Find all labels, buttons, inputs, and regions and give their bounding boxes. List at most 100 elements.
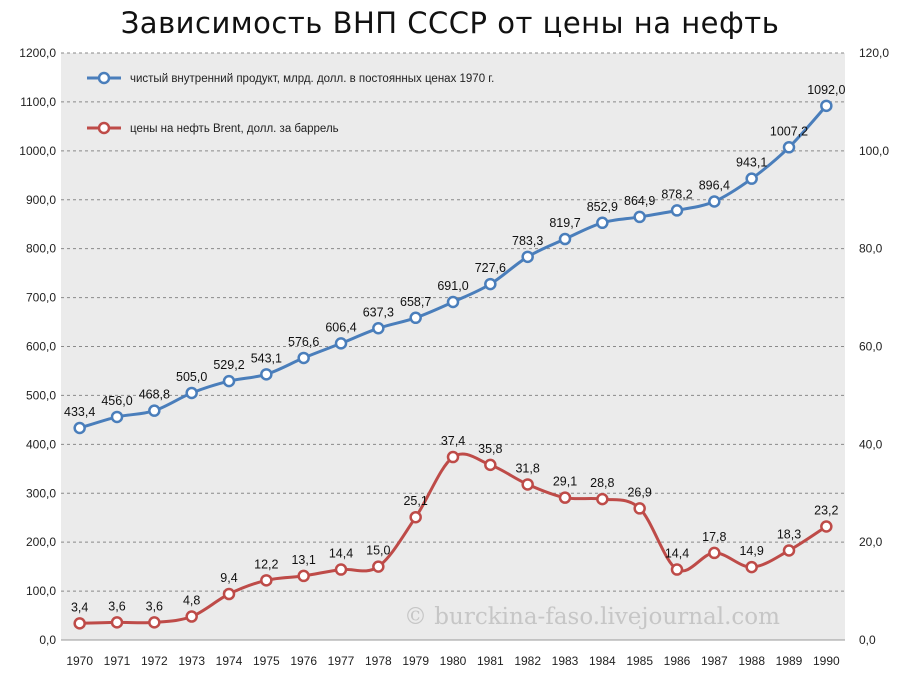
y-left-tick-label: 900,0: [26, 193, 56, 207]
gdp-data-label: 943,1: [736, 156, 767, 170]
x-tick-label: 1990: [813, 654, 840, 668]
legend-label: цены на нефть Brent, долл. за баррель: [130, 123, 339, 135]
oil-data-label: 25,1: [403, 494, 427, 508]
x-tick-label: 1973: [178, 654, 205, 668]
x-tick-label: 1976: [290, 654, 317, 668]
gdp-data-label: 637,3: [363, 305, 394, 319]
oil-data-label: 3,4: [71, 600, 88, 614]
oil-point: [484, 458, 497, 472]
y-left-tick-label: 600,0: [26, 340, 56, 354]
gdp-data-label: 529,2: [213, 358, 244, 372]
gdp-point: [73, 421, 86, 435]
oil-data-label: 3,6: [108, 599, 125, 613]
y-left-tick-label: 1200,0: [19, 46, 56, 60]
y-left-tick-label: 0,0: [39, 633, 56, 647]
oil-data-label: 12,2: [254, 557, 278, 571]
gdp-data-label: 658,7: [400, 295, 431, 309]
oil-data-label: 14,4: [329, 547, 353, 561]
y-right-tick-label: 40,0: [859, 437, 883, 451]
x-tick-label: 1972: [141, 654, 168, 668]
oil-point: [596, 492, 609, 506]
x-tick-label: 1979: [402, 654, 429, 668]
gdp-point: [670, 204, 684, 217]
oil-point: [782, 544, 796, 557]
y-left-tick-label: 400,0: [26, 437, 56, 451]
gdp-data-label: 1007,2: [770, 124, 808, 138]
oil-point: [372, 560, 385, 573]
oil-point: [633, 502, 646, 515]
gdp-data-label: 505,0: [176, 370, 207, 384]
legend-label: чистый внутренний продукт, млрд. долл. в…: [130, 73, 494, 85]
oil-point: [260, 574, 273, 587]
oil-data-label: 23,2: [814, 504, 838, 518]
oil-point: [73, 617, 86, 630]
y-left-tick-label: 300,0: [26, 486, 56, 500]
x-tick-label: 1982: [514, 654, 541, 668]
x-tick-label: 1981: [477, 654, 504, 668]
oil-point: [708, 546, 721, 560]
gdp-data-label: 783,3: [512, 234, 543, 248]
oil-point: [222, 587, 236, 601]
gdp-data-label: 864,9: [624, 194, 655, 208]
oil-data-label: 9,4: [220, 571, 237, 585]
x-tick-label: 1975: [253, 654, 280, 668]
y-left-tick-label: 1000,0: [19, 144, 56, 158]
oil-data-label: 18,3: [777, 527, 801, 541]
gdp-point: [297, 351, 310, 365]
y-right-tick-label: 120,0: [859, 46, 889, 60]
oil-point: [409, 510, 422, 524]
gdp-data-label: 543,1: [251, 351, 282, 365]
gdp-data-label: 896,4: [699, 179, 730, 193]
gdp-point: [222, 374, 236, 388]
oil-point: [185, 610, 198, 623]
gdp-point: [521, 250, 534, 264]
oil-point: [558, 491, 572, 504]
oil-data-label: 3,6: [146, 599, 163, 613]
legend: чистый внутренний продукт, млрд. долл. в…: [87, 71, 494, 135]
x-tick-label: 1980: [440, 654, 467, 668]
gdp-point: [185, 386, 198, 400]
left-axis-ticks: 0,0 100,0 200,0 300,0 400,0 500,0 600,0 700,0 80…: [19, 46, 56, 647]
x-tick-label: 1977: [328, 654, 355, 668]
oil-point: [446, 450, 460, 464]
oil-data-label: 35,8: [478, 442, 502, 456]
oil-data-label: 15,0: [366, 544, 390, 558]
gdp-point: [745, 172, 758, 185]
gdp-point: [446, 295, 460, 309]
y-left-tick-label: 1100,0: [20, 95, 56, 109]
gdp-point: [633, 210, 646, 224]
oil-data-label: 29,1: [553, 475, 577, 489]
gdp-point: [148, 404, 161, 417]
y-right-tick-label: 100,0: [859, 144, 889, 158]
x-tick-label: 1987: [701, 654, 728, 668]
oil-point: [745, 560, 758, 574]
y-right-tick-label: 60,0: [859, 340, 883, 354]
oil-data-label: 14,4: [665, 547, 689, 561]
oil-point: [110, 616, 124, 629]
x-tick-label: 1983: [552, 654, 579, 668]
oil-data-label: 14,9: [739, 544, 763, 558]
gdp-point: [372, 322, 385, 335]
gdp-point: [260, 368, 273, 381]
watermark: © burckina-faso.livejournal.com: [404, 604, 780, 630]
y-right-tick-label: 0,0: [859, 633, 876, 647]
oil-point: [521, 478, 534, 491]
x-tick-label: 1986: [664, 654, 691, 668]
oil-point: [820, 520, 833, 533]
gdp-point: [596, 216, 609, 230]
right-axis-ticks: 0,0 20,0 40,0 60,0 80,0 100,0 120,0: [859, 46, 889, 647]
oil-data-label: 17,8: [702, 530, 726, 544]
legend-swatch-marker: [97, 121, 111, 135]
gdp-point: [782, 141, 796, 154]
y-left-tick-label: 700,0: [26, 291, 56, 305]
gdp-data-label: 691,0: [437, 279, 468, 293]
x-tick-label: 1978: [365, 654, 392, 668]
series-points: [73, 99, 833, 630]
chart-title: Зависимость ВНП СССР от цены на нефть: [120, 6, 780, 40]
gdp-data-label: 456,0: [101, 394, 132, 408]
gdp-data-label: 852,9: [587, 200, 618, 214]
y-left-tick-label: 100,0: [26, 584, 56, 598]
x-tick-label: 1971: [104, 654, 131, 668]
legend-swatch-marker: [97, 71, 111, 85]
oil-point: [670, 563, 684, 576]
